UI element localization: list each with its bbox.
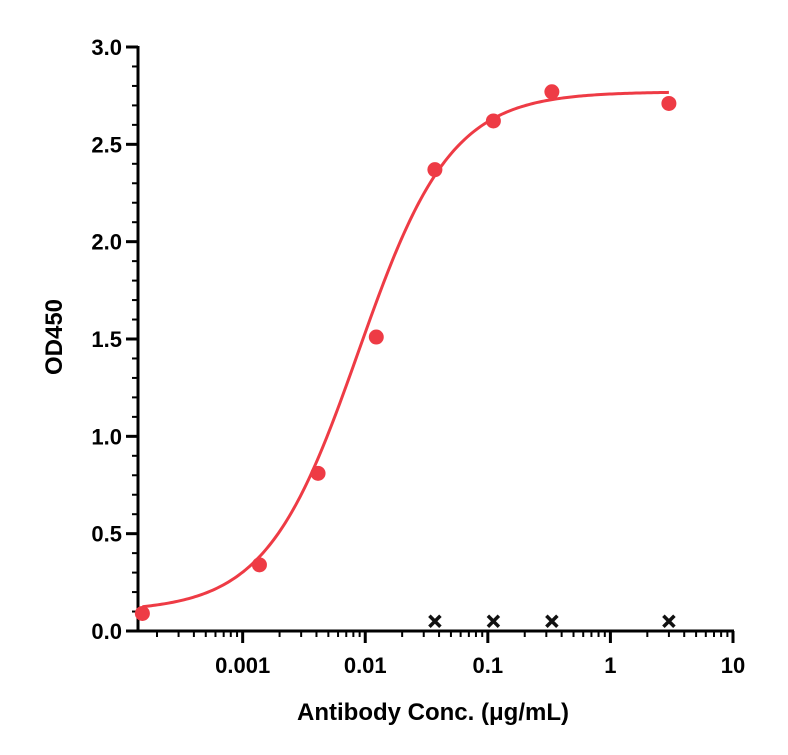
y-tick-label: 0.5: [91, 522, 122, 547]
y-tick-label: 1.5: [91, 327, 122, 352]
data-point: [310, 465, 326, 481]
data-points: [134, 84, 677, 629]
control-point: [545, 614, 559, 629]
y-tick-label: 3.0: [91, 35, 122, 60]
y-tick-label: 2.5: [91, 132, 122, 157]
control-point: [486, 614, 501, 629]
x-marker-stroke: [545, 614, 559, 629]
x-marker-stroke: [486, 614, 501, 629]
y-tick-label: 2.0: [91, 230, 122, 255]
x-ticks: 0.001 0.01 0.1 1 10: [155, 631, 745, 678]
fit-curves: [142, 90, 669, 609]
y-tick-label: 0.0: [91, 619, 122, 644]
x-marker-stroke: [662, 614, 676, 629]
fit-curve: [142, 90, 669, 609]
data-point: [251, 557, 267, 573]
data-point: [134, 605, 150, 621]
data-point: [485, 113, 501, 129]
data-point: [368, 329, 384, 345]
data-point: [544, 84, 560, 100]
x-tick-label: 0.1: [473, 653, 504, 678]
x-tick-label: 0.01: [344, 653, 387, 678]
axes: 0.0 0.5 1.0 1.5 2.0 2.5 3.0 0.001 0.01 0.1 1 10: [91, 35, 745, 678]
control-point: [428, 614, 442, 629]
data-point: [661, 95, 677, 111]
y-axis-title: OD450: [41, 299, 68, 375]
y-ticks: 0.0 0.5 1.0 1.5 2.0 2.5 3.0: [91, 35, 138, 644]
control-point: [662, 614, 676, 629]
x-tick-label: 10: [721, 653, 745, 678]
x-axis-title: Antibody Conc. (μg/mL): [297, 699, 569, 726]
y-tick-label: 1.0: [91, 424, 122, 449]
x-marker-stroke: [428, 614, 442, 629]
x-tick-label: 1: [604, 653, 616, 678]
x-tick-label: 0.001: [215, 653, 270, 678]
data-point: [427, 162, 443, 178]
